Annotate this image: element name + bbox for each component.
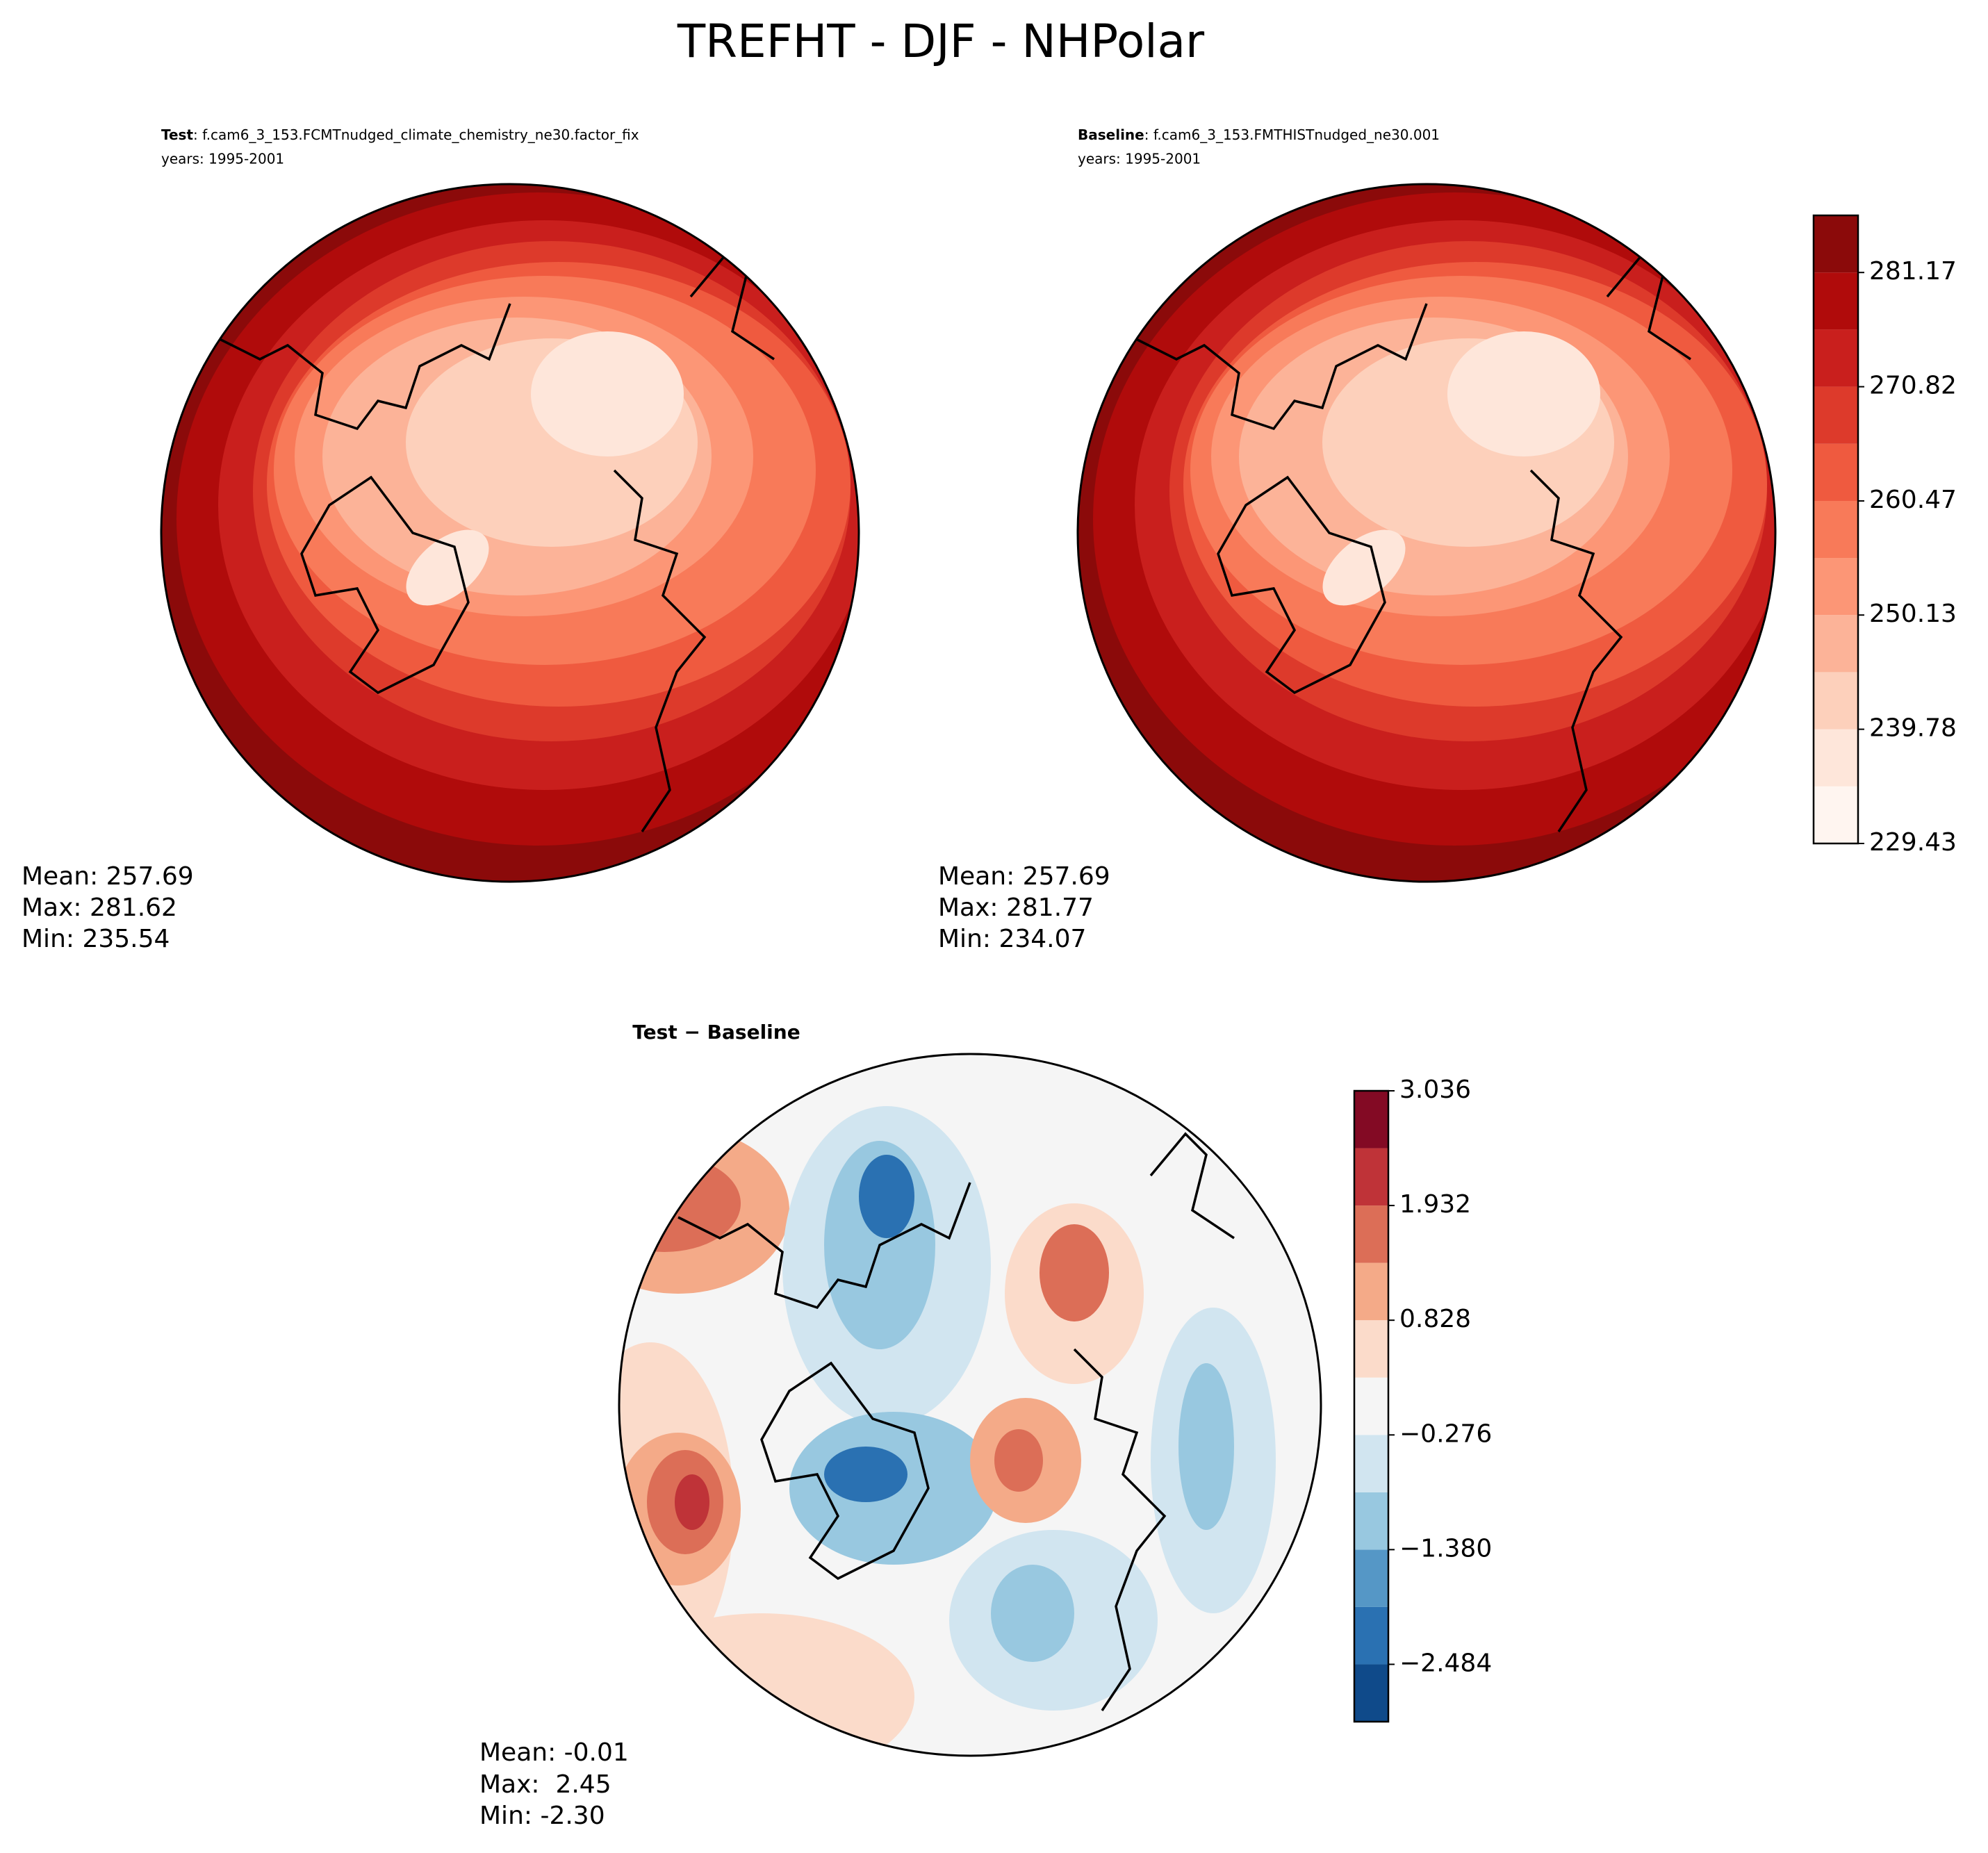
stat: Max: 281.77 <box>938 893 1094 922</box>
stat: Mean: -0.01 <box>479 1738 629 1767</box>
colorbar-frame <box>1353 1089 1390 1723</box>
map-panel: Test: f.cam6_3_153.FCMTnudged_climate_ch… <box>22 126 860 953</box>
colorbar-tick-label: −0.276 <box>1399 1419 1492 1448</box>
colorbar-band <box>1814 500 1858 559</box>
colorbar-band <box>1814 729 1858 787</box>
colorbar-band <box>1354 1492 1388 1550</box>
stat: Min: -2.30 <box>479 1802 605 1830</box>
stat: Max: 281.62 <box>22 893 177 922</box>
panel-title: Test − Baseline <box>632 1021 800 1044</box>
colorbar-frame <box>1812 214 1859 845</box>
colorbar-band <box>1354 1664 1388 1722</box>
map-panel: Test − Baseline <box>479 1021 1322 1830</box>
colorbar-band <box>1814 615 1858 673</box>
colorbar-band <box>1354 1262 1388 1321</box>
colorbar-tick-label: 0.828 <box>1399 1305 1471 1333</box>
colorbar-band <box>1814 786 1858 843</box>
map <box>1076 183 1777 883</box>
colorbar-tick-label: 270.82 <box>1869 372 1957 400</box>
panel-label: Test <box>161 126 193 143</box>
colorbar-band <box>1354 1435 1388 1492</box>
panel-subtitle: years: 1995-2001 <box>1078 151 1201 167</box>
colorbar-tick-label: 3.036 <box>1399 1076 1471 1104</box>
colorbar-band <box>1814 672 1858 730</box>
colorbar-band <box>1354 1549 1388 1607</box>
stat: Min: 234.07 <box>938 925 1086 953</box>
stat: Mean: 257.69 <box>938 862 1110 891</box>
colorbar-band <box>1354 1320 1388 1378</box>
colorbar-tick-label: 1.932 <box>1399 1190 1471 1219</box>
colorbar-band <box>1354 1148 1388 1206</box>
panel-label: Baseline <box>1078 126 1144 143</box>
panel-subtitle: years: 1995-2001 <box>161 151 284 167</box>
colorbar-band <box>1814 272 1858 330</box>
colorbar-band <box>1354 1606 1388 1665</box>
colorbar-band <box>1814 443 1858 501</box>
colorbar-tick-label: 229.43 <box>1869 828 1957 857</box>
colorbar-band <box>1354 1377 1388 1435</box>
figure-title: TREFHT - DJF - NHPolar <box>677 15 1205 68</box>
stat: Max: 2.45 <box>479 1770 611 1799</box>
panel-title: : f.cam6_3_153.FMTHISTnudged_ne30.001 <box>1144 126 1440 143</box>
colorbar-band <box>1814 329 1858 387</box>
colorbar-tick-label: −1.380 <box>1399 1534 1492 1563</box>
stat: Mean: 257.69 <box>22 862 194 891</box>
colorbar-tick-label: 260.47 <box>1869 486 1957 514</box>
panel-header: Baseline: f.cam6_3_153.FMTHISTnudged_ne3… <box>1078 126 1440 143</box>
colorbar-band <box>1354 1091 1388 1148</box>
colorbar-band <box>1814 386 1858 444</box>
panel-title: : f.cam6_3_153.FCMTnudged_climate_chemis… <box>193 126 639 143</box>
colorbar-band <box>1814 215 1858 273</box>
map <box>618 1053 1322 1757</box>
colorbar-band <box>1354 1205 1388 1263</box>
map-panel: Baseline: f.cam6_3_153.FMTHISTnudged_ne3… <box>938 126 1777 953</box>
colorbar-tick-label: 281.17 <box>1869 257 1957 286</box>
colorbar-tick-label: 250.13 <box>1869 600 1957 628</box>
panel-header: Test: f.cam6_3_153.FCMTnudged_climate_ch… <box>161 126 639 143</box>
colorbar-tick-label: 239.78 <box>1869 714 1957 743</box>
colorbar-tick-label: −2.484 <box>1399 1649 1492 1677</box>
map <box>160 183 860 883</box>
colorbar-band <box>1814 558 1858 616</box>
stat: Min: 235.54 <box>22 925 170 953</box>
